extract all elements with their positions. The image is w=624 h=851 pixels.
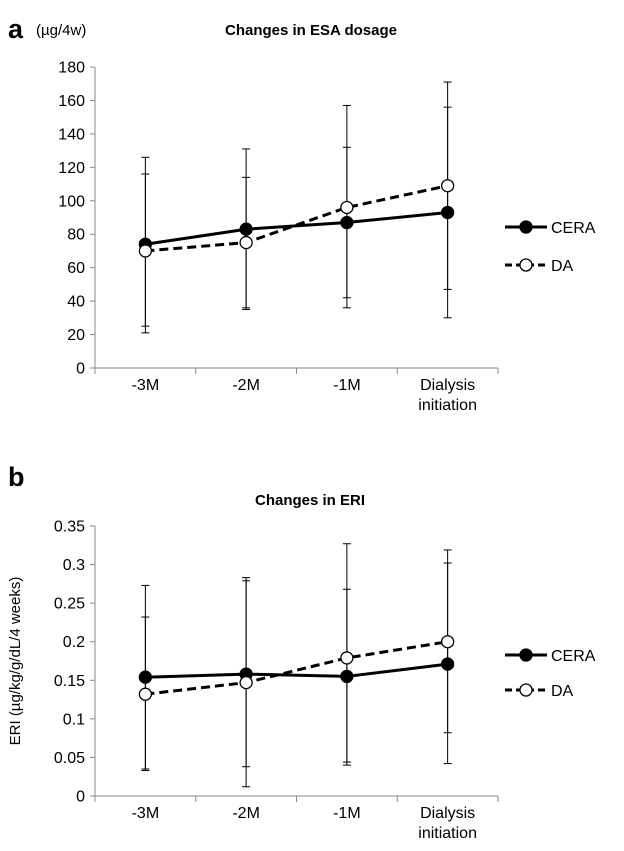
data-point-da <box>239 235 253 250</box>
x-tick-label: -3M <box>132 377 160 394</box>
y-tick-label: 80 <box>67 227 85 244</box>
y-tick-label: 0 <box>76 361 85 378</box>
unit-label: (µg/4w) <box>36 22 86 39</box>
y-tick-label: 160 <box>58 93 85 110</box>
data-point-da <box>138 687 153 701</box>
legend-label-cera: CERA <box>551 648 596 665</box>
legend-marker-cera <box>519 648 533 662</box>
y-tick-label: 0.1 <box>63 711 85 728</box>
x-tick-label: -3M <box>132 805 160 822</box>
y-tick-label: 120 <box>58 160 85 177</box>
data-point-cera <box>138 670 153 684</box>
legend-marker-cera <box>519 220 533 234</box>
data-point-da <box>440 635 455 649</box>
y-axis-label: ERI (µg/kg/g/dL/4 weeks) <box>7 577 24 746</box>
y-tick-label: 0 <box>76 789 85 806</box>
data-point-da <box>440 179 455 193</box>
x-tick-label: -1M <box>333 805 361 822</box>
y-tick-label: 0.35 <box>54 519 85 536</box>
data-point-cera <box>239 222 253 236</box>
data-point-da <box>239 675 253 690</box>
y-tick-label: 100 <box>58 193 85 210</box>
legend-marker-da <box>519 258 533 272</box>
data-point-da <box>340 651 354 665</box>
legend-label-cera: CERA <box>551 220 596 237</box>
y-tick-label: 180 <box>58 60 85 77</box>
x-tick-label: -2M <box>232 377 260 394</box>
legend-label-da: DA <box>551 258 574 275</box>
series-line-da <box>145 640 448 696</box>
series-line-da <box>145 184 448 253</box>
y-tick-label: 40 <box>67 294 85 311</box>
panel-letter: b <box>8 462 25 492</box>
y-tick-label: 20 <box>67 327 85 344</box>
x-tick-label: initiation <box>418 397 477 414</box>
y-tick-label: 0.2 <box>63 634 85 651</box>
x-tick-label: -1M <box>333 377 361 394</box>
data-point-da <box>340 200 354 215</box>
x-tick-label: -2M <box>232 805 260 822</box>
x-tick-label: Dialysis <box>420 377 475 394</box>
data-point-da <box>138 244 153 258</box>
legend-marker-da <box>519 683 533 697</box>
y-tick-label: 0.05 <box>54 750 85 767</box>
legend-label-da: DA <box>551 683 574 700</box>
series-line-cera <box>145 210 448 246</box>
chart-title: Changes in ESA dosage <box>225 22 397 39</box>
chart-title: Changes in ERI <box>255 492 365 509</box>
x-tick-label: initiation <box>418 825 477 842</box>
data-point-cera <box>340 669 354 684</box>
y-tick-label: 0.3 <box>63 557 85 574</box>
y-tick-label: 60 <box>67 260 85 277</box>
x-tick-label: Dialysis <box>420 805 475 822</box>
y-tick-label: 0.25 <box>54 596 85 613</box>
series-line-cera <box>145 662 448 679</box>
data-point-cera <box>440 205 455 220</box>
y-tick-label: 140 <box>58 126 85 143</box>
chart-panel-a: a (µg/4w) Changes in ESA dosage 0 20 40 60 80 10… <box>8 14 596 414</box>
chart-panel-b: b Changes in ERI ERI (µg/kg/g/dL/4 weeks) 0… <box>7 462 596 842</box>
y-tick-label: 0.15 <box>54 673 85 690</box>
data-point-cera <box>440 657 455 671</box>
data-point-cera <box>340 215 354 230</box>
panel-letter: a <box>8 14 24 44</box>
